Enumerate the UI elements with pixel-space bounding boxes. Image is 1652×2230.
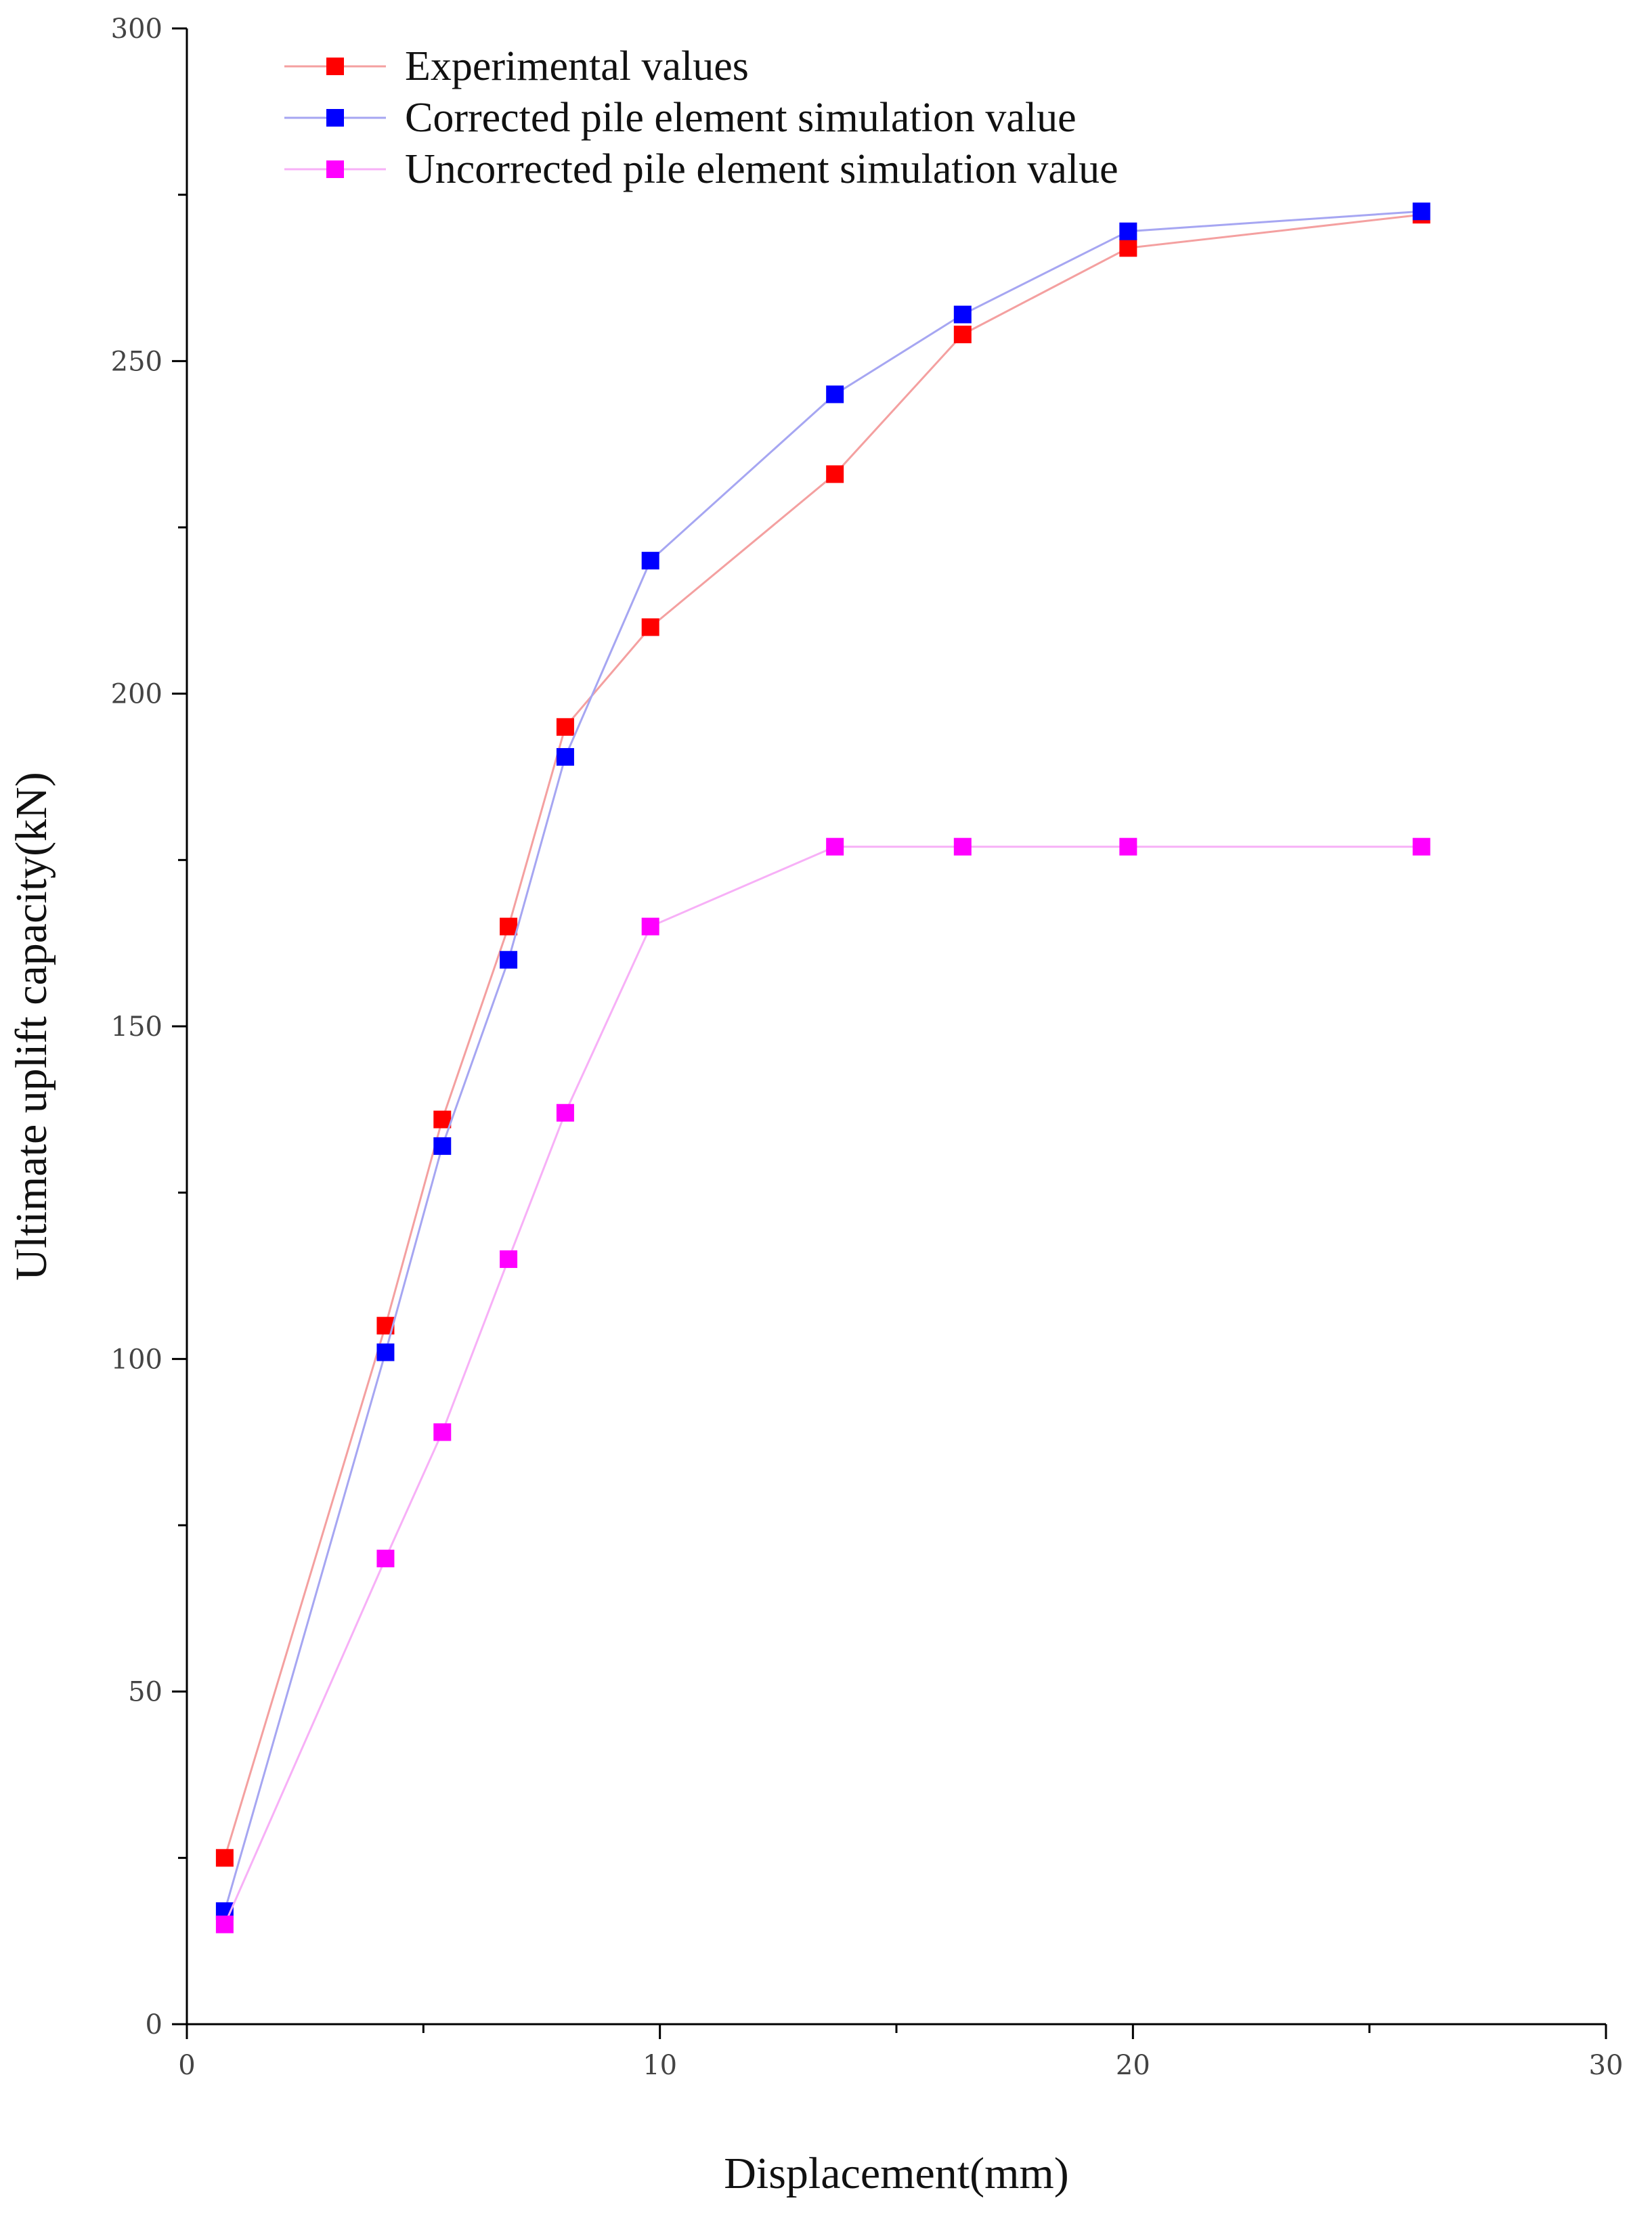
x-tick-label: 10 xyxy=(643,2050,677,2081)
data-point-experimental-values xyxy=(953,326,972,344)
legend-marker xyxy=(326,58,344,75)
data-point-experimental-values xyxy=(500,917,518,936)
data-point-uncorrected-pile-element-simulation-value xyxy=(556,1103,574,1122)
y-tick-label: 150 xyxy=(111,1011,162,1043)
data-point-uncorrected-pile-element-simulation-value xyxy=(500,1250,518,1268)
data-point-experimental-values xyxy=(641,618,659,636)
data-point-corrected-pile-element-simulation-value xyxy=(641,552,659,570)
data-point-experimental-values xyxy=(826,465,844,483)
data-point-corrected-pile-element-simulation-value xyxy=(376,1343,395,1361)
data-point-uncorrected-pile-element-simulation-value xyxy=(826,837,844,856)
data-point-corrected-pile-element-simulation-value xyxy=(1412,202,1431,221)
legend-label: Uncorrected pile element simulation valu… xyxy=(405,146,1118,192)
data-point-experimental-values xyxy=(433,1110,452,1129)
y-tick-label: 300 xyxy=(111,14,162,45)
series-line-experimental-values xyxy=(223,213,1422,1858)
legend-item-experimental-values: Experimental values xyxy=(284,43,749,89)
series-corrected-pile-element-simulation-value xyxy=(215,202,1431,1920)
series-layer xyxy=(215,202,1431,1933)
series-experimental-values xyxy=(215,206,1431,1867)
legend-item-corrected-pile-element-simulation-value: Corrected pile element simulation value xyxy=(284,95,1077,141)
data-point-corrected-pile-element-simulation-value xyxy=(556,748,574,766)
data-point-experimental-values xyxy=(215,1849,234,1867)
data-point-uncorrected-pile-element-simulation-value xyxy=(953,837,972,856)
x-axis-title: Displacement(mm) xyxy=(724,2149,1069,2198)
legend-label: Corrected pile element simulation value xyxy=(405,95,1077,141)
legend-marker xyxy=(326,109,344,127)
data-point-uncorrected-pile-element-simulation-value xyxy=(433,1423,452,1441)
x-tick-label: 0 xyxy=(178,2050,195,2081)
data-point-experimental-values xyxy=(1119,239,1137,257)
series-uncorrected-pile-element-simulation-value xyxy=(215,837,1431,1933)
y-tick-label: 250 xyxy=(111,346,162,377)
data-point-corrected-pile-element-simulation-value xyxy=(433,1137,452,1155)
data-point-corrected-pile-element-simulation-value xyxy=(500,950,518,969)
legend: Experimental values Corrected pile elemen… xyxy=(284,43,1118,192)
y-tick-label: 100 xyxy=(111,1344,162,1375)
x-tick-label: 30 xyxy=(1589,2050,1624,2081)
data-point-uncorrected-pile-element-simulation-value xyxy=(1412,837,1431,856)
legend-label: Experimental values xyxy=(405,43,749,89)
y-tick-label: 0 xyxy=(146,2009,162,2040)
legend-item-uncorrected-pile-element-simulation-value: Uncorrected pile element simulation valu… xyxy=(284,146,1118,192)
legend-marker xyxy=(326,160,344,178)
data-point-corrected-pile-element-simulation-value xyxy=(953,305,972,324)
data-point-uncorrected-pile-element-simulation-value xyxy=(1119,837,1137,856)
data-point-uncorrected-pile-element-simulation-value xyxy=(641,917,659,936)
data-point-corrected-pile-element-simulation-value xyxy=(826,385,844,403)
series-line-uncorrected-pile-element-simulation-value xyxy=(223,846,1422,1925)
series-line-corrected-pile-element-simulation-value xyxy=(223,210,1422,1912)
y-tick-label: 200 xyxy=(111,679,162,710)
data-point-uncorrected-pile-element-simulation-value xyxy=(215,1915,234,1933)
x-tick-label: 20 xyxy=(1116,2050,1150,2081)
axes xyxy=(186,28,1606,2026)
data-point-experimental-values xyxy=(556,718,574,736)
y-tick-label: 50 xyxy=(128,1677,162,1708)
data-point-uncorrected-pile-element-simulation-value xyxy=(376,1550,395,1568)
data-point-corrected-pile-element-simulation-value xyxy=(1119,222,1137,240)
y-axis-title: Ultimate uplift capacity(kN) xyxy=(7,772,56,1280)
